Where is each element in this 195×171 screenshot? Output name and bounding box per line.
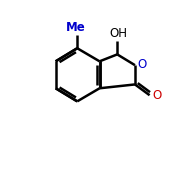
Text: O: O xyxy=(152,89,161,102)
Text: O: O xyxy=(137,58,146,71)
Text: Me: Me xyxy=(66,21,86,34)
Text: OH: OH xyxy=(109,27,127,40)
